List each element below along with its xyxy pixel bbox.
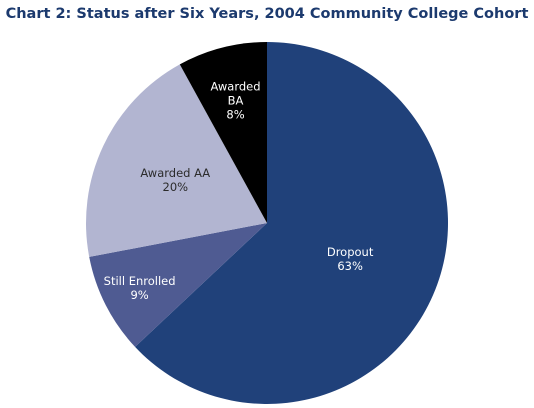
slice-value-label: 63% xyxy=(337,259,363,273)
chart-title: Chart 2: Status after Six Years, 2004 Co… xyxy=(5,6,529,22)
slice-value-label: 8% xyxy=(226,107,244,121)
pie-slice-still-enrolled xyxy=(89,223,268,347)
slice-category-label: Awarded AA xyxy=(140,166,210,180)
slice-value-label: 20% xyxy=(163,180,189,194)
slice-category-label: Still Enrolled xyxy=(104,274,176,288)
slice-value-label: 9% xyxy=(130,288,148,302)
slice-category-label: BA xyxy=(228,93,244,107)
pie-slice-awarded-ba xyxy=(179,42,267,223)
pie-slice-awarded-aa xyxy=(86,64,267,257)
slice-category-label: Awarded xyxy=(210,79,260,93)
slice-category-label: Dropout xyxy=(327,245,374,259)
pie-slice-dropout xyxy=(135,42,449,404)
